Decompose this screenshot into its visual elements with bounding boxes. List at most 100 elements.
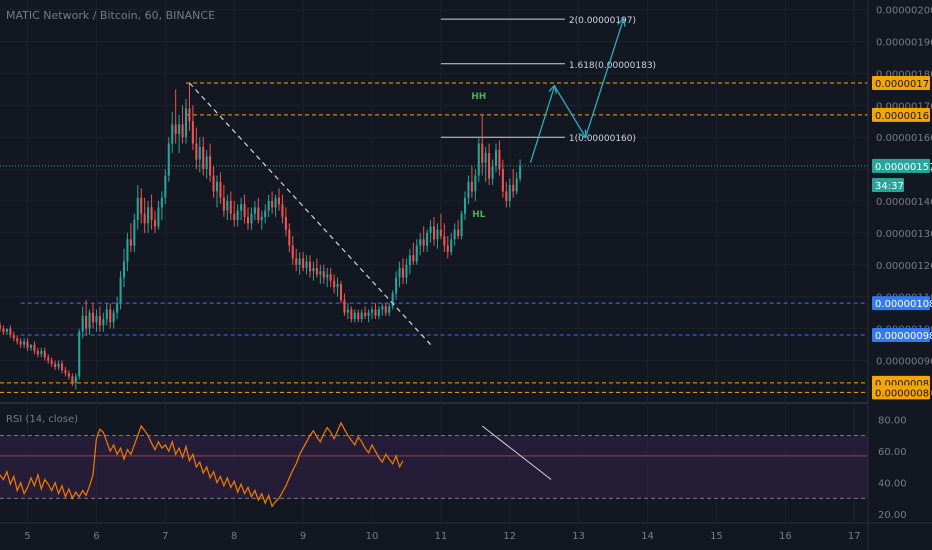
projection-arrow[interactable] <box>554 85 586 137</box>
candle-down <box>443 223 446 253</box>
projection-arrow[interactable] <box>584 19 624 138</box>
price-label-support[interactable]: 0.00000108 <box>872 296 932 311</box>
time-tick-label: 8 <box>231 531 237 542</box>
candle-up <box>298 252 301 275</box>
candle-body <box>477 143 480 176</box>
projection-arrow[interactable] <box>529 86 554 163</box>
candles <box>0 82 522 390</box>
price-axis[interactable]: 0.00000200 0.00000190 0.00000180 0.00000170… <box>867 0 932 550</box>
candle-up <box>370 306 374 320</box>
candle-up <box>408 248 411 275</box>
price-label-bg <box>872 385 930 400</box>
candle-body <box>81 315 84 332</box>
price-label-resistance[interactable]: 0.00000167 <box>872 107 932 122</box>
candle-body <box>140 197 143 214</box>
price-label-text: 0.00000167 <box>875 111 932 122</box>
price-tick-label: 0.00000120 <box>876 261 932 272</box>
time-axis[interactable]: 5 6 7 8 9 10 11 12 13 14 15 16 17 <box>0 522 932 542</box>
fib-level-label: 2(0.00000197) <box>569 16 636 26</box>
candle-body <box>284 216 287 230</box>
rsi-trendline[interactable] <box>481 425 552 480</box>
candle-body <box>50 360 53 364</box>
candle-body <box>191 121 194 144</box>
time-tick-label: 13 <box>572 531 585 542</box>
candle-down <box>412 242 415 265</box>
candle-down <box>233 201 236 227</box>
candle-down <box>219 172 222 205</box>
candle-up <box>463 191 467 221</box>
candle-up <box>346 303 349 320</box>
candle-body <box>222 197 225 211</box>
candle-body <box>343 299 346 313</box>
candle-body <box>446 245 449 253</box>
candle-body <box>429 226 432 233</box>
candle-body <box>508 185 511 201</box>
price-label-countdown[interactable]: 34:37 <box>872 178 904 193</box>
price-label-text: 0.00000108 <box>875 299 932 310</box>
candle-down <box>288 223 291 253</box>
candle-up <box>377 306 380 320</box>
drawings[interactable]: HH HL <box>189 19 624 345</box>
candle-up <box>312 261 315 281</box>
candle-down <box>281 194 284 224</box>
candle-body <box>126 239 129 262</box>
candle-body <box>260 216 263 221</box>
chart-title: MATIC Network / Bitcoin, 60, BINANCE <box>6 9 215 22</box>
candle-body <box>153 220 157 227</box>
candle-up <box>112 309 115 329</box>
candle-body <box>388 306 391 313</box>
candle-body <box>229 201 232 214</box>
candle-up <box>253 201 256 221</box>
candle-body <box>167 143 170 176</box>
candle-down <box>488 143 491 186</box>
candle-down <box>140 188 143 224</box>
candle-down <box>374 303 377 320</box>
candle-body <box>391 293 394 307</box>
candle-body <box>333 280 336 288</box>
candle-body <box>36 350 39 355</box>
price-tick-label: 0.00000140 <box>876 197 932 208</box>
candle-body <box>71 376 74 383</box>
candle-up <box>215 175 219 208</box>
candle-body <box>88 312 91 329</box>
candle-up <box>267 194 270 217</box>
candle-down <box>50 357 53 367</box>
candle-up <box>29 344 33 351</box>
candle-down <box>243 194 246 224</box>
price-label-resistance[interactable]: 0.00000177 <box>872 75 932 90</box>
time-tick-label: 10 <box>366 531 379 542</box>
candle-up <box>419 232 422 256</box>
price-label-current[interactable]: 0.00000151 <box>872 158 932 173</box>
time-tick-label: 12 <box>503 531 516 542</box>
candle-up <box>184 98 188 144</box>
rsi-title: RSI (14, close) <box>6 414 78 425</box>
candle-down <box>343 293 346 316</box>
time-tick-label: 6 <box>93 531 99 542</box>
price-tick-label: 0.00000090 <box>876 357 932 368</box>
candle-body <box>112 312 115 323</box>
price-label-support[interactable]: 0.00000098 <box>872 328 932 342</box>
candle-up <box>491 159 494 186</box>
candle-up <box>102 312 105 332</box>
candle-body <box>384 306 387 313</box>
price-tick-label: 0.00000180 <box>876 69 932 80</box>
candle-body <box>47 357 50 361</box>
candle-body <box>236 210 239 221</box>
price-label-bg <box>872 158 930 173</box>
candle-body <box>219 181 222 198</box>
price-label-resistance[interactable]: 0.00000080 <box>872 385 932 400</box>
candle-up <box>122 248 126 288</box>
candle-up <box>226 194 229 221</box>
price-label-text: 0.00000177 <box>875 79 932 90</box>
candle-up <box>171 111 174 154</box>
candle-down <box>91 303 95 329</box>
candle-body <box>19 341 22 345</box>
candle-up <box>88 309 91 335</box>
candle-body <box>184 108 188 138</box>
candle-body <box>202 146 205 170</box>
time-tick-label: 17 <box>848 531 861 542</box>
candle-body <box>198 146 201 160</box>
candle-body <box>364 312 367 316</box>
fib-extension[interactable]: 2(0.00000197) 1.618(0.00000183) 1(0.000001… <box>440 16 656 144</box>
